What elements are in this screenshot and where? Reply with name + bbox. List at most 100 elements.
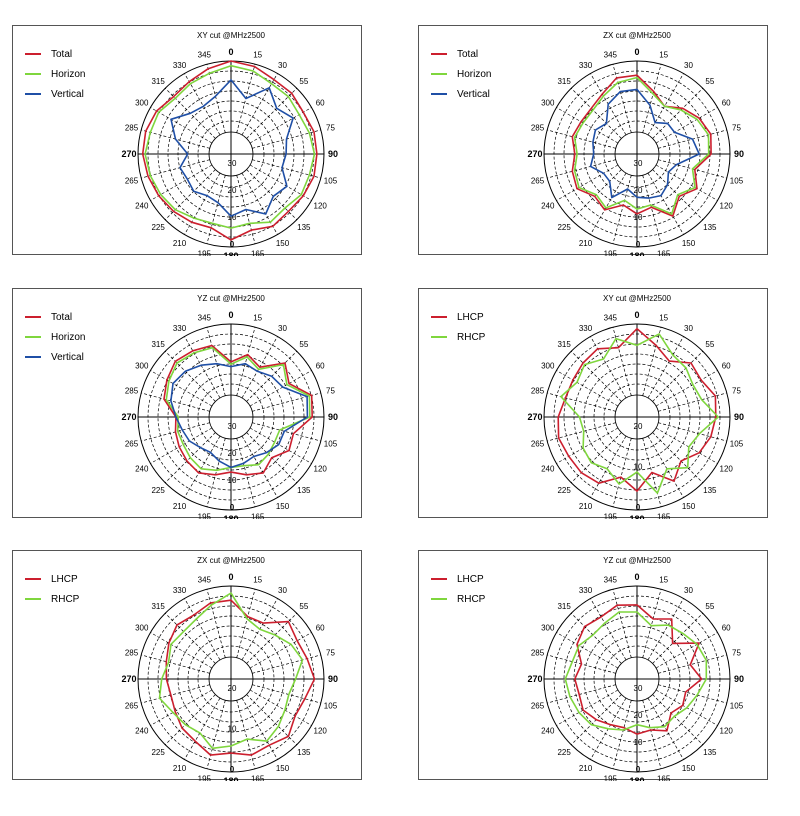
radial-spoke [206,64,226,133]
angle-tick-label: 15 [253,314,262,323]
legend-item: RHCP [25,589,79,609]
series-line-rhcp [560,333,720,494]
radial-spoke [252,654,321,674]
angle-tick-label: 60 [722,624,731,633]
radial-spoke [655,370,718,407]
radial-spoke [590,435,627,498]
radial-spoke [252,422,321,442]
angle-tick-label: 0 [634,572,639,582]
angle-tick-label: 225 [151,223,165,232]
angle-tick-label: 90 [734,149,744,159]
angle-tick-label: 150 [276,764,290,773]
radial-spoke [652,694,704,746]
radial-spoke [246,169,298,221]
series-line-lhcp [165,599,316,756]
angle-tick-label: 265 [531,440,545,449]
angle-tick-label: 240 [541,727,555,736]
radial-spoke [150,107,213,144]
angle-tick-label: 330 [579,324,593,333]
radial-tick-label: 20 [228,186,237,195]
legend-label: Vertical [51,351,84,363]
radial-spoke [141,654,210,674]
radial-spoke [241,435,278,498]
radial-spoke [642,700,662,769]
angle-tick-label: 270 [527,149,542,159]
radial-spoke [141,684,210,704]
radial-tick-label: 20 [634,422,643,431]
angle-tick-label: 345 [198,51,212,60]
angle-tick-label: 225 [151,748,165,757]
angle-tick-label: 135 [297,486,311,495]
radial-spoke [570,87,622,139]
angle-tick-label: 225 [151,486,165,495]
series-line-total [141,60,318,241]
radial-spoke [655,107,718,144]
polar-chart-panel: ZX cut @MHz2500 0 15 30 55 60 75 90 105 120 135 150… [418,25,768,256]
angle-tick-label: 315 [557,340,571,349]
angle-tick-label: 315 [151,602,165,611]
radial-tick-label: 0 [636,240,641,249]
angle-tick-label: 210 [579,239,593,248]
legend-label: RHCP [51,593,80,605]
angle-tick-label: 90 [734,674,744,684]
angle-tick-label: 225 [557,748,571,757]
angle-tick-label: 165 [657,249,671,256]
angle-tick-label: 330 [579,61,593,70]
legend-label: Total [457,48,479,60]
angle-tick-label: 180 [629,514,644,519]
polar-chart: ZX cut @MHz2500 0 15 30 55 60 75 90 105 120 135 150… [527,31,744,256]
angle-tick-label: 60 [316,624,325,633]
radial-tick-label: 30 [634,159,643,168]
angle-tick-label: 285 [125,648,139,657]
radial-spoke [647,73,684,136]
radial-spoke [184,73,221,136]
angle-tick-label: 265 [125,440,139,449]
angle-tick-label: 285 [125,123,139,132]
angle-tick-label: 300 [541,362,555,371]
radial-spoke [252,159,321,179]
angle-tick-label: 300 [541,624,555,633]
angle-tick-label: 195 [198,774,212,781]
radial-spoke [556,107,619,144]
radial-spoke [642,175,662,244]
angle-tick-label: 165 [657,512,671,519]
series-line-horizon [573,76,710,215]
series-line-vertical [170,362,309,469]
legend-label: LHCP [51,573,78,585]
radial-spoke [241,73,278,136]
angle-tick-label: 105 [730,177,744,186]
radial-spoke [249,107,312,144]
angle-tick-label: 150 [682,764,696,773]
radial-spoke [547,392,616,412]
legend-swatch [25,316,41,318]
angle-tick-label: 55 [705,340,714,349]
radial-tick-label: 30 [634,684,643,693]
radial-spoke [547,422,616,442]
radial-tick-label: 10 [228,213,237,222]
radial-tick-label: 20 [634,186,643,195]
angle-tick-label: 225 [557,223,571,232]
radial-tick-label: 10 [228,476,237,485]
radial-spoke [150,632,213,669]
legend-label: Horizon [51,68,86,80]
legend-item: LHCP [25,569,79,589]
radial-spoke [556,689,619,726]
radial-spoke [236,327,256,396]
angle-tick-label: 135 [703,223,717,232]
angle-tick-label: 270 [527,412,542,422]
series-line-total [571,74,712,217]
radial-spoke [206,438,226,507]
angle-tick-label: 75 [326,648,335,657]
radial-spoke [590,336,627,399]
angle-tick-label: 90 [328,674,338,684]
angle-tick-label: 105 [324,440,338,449]
angle-tick-label: 15 [253,51,262,60]
angle-tick-label: 165 [657,774,671,781]
polar-chart: XY cut @MHz2500 0 15 30 55 60 75 90 105 120 135 150… [121,31,338,256]
angle-tick-label: 195 [198,512,212,519]
angle-tick-label: 285 [125,386,139,395]
radial-spoke [556,632,619,669]
radial-spoke [184,336,221,399]
angle-tick-label: 330 [173,324,187,333]
radial-tick-label: 0 [230,765,235,774]
